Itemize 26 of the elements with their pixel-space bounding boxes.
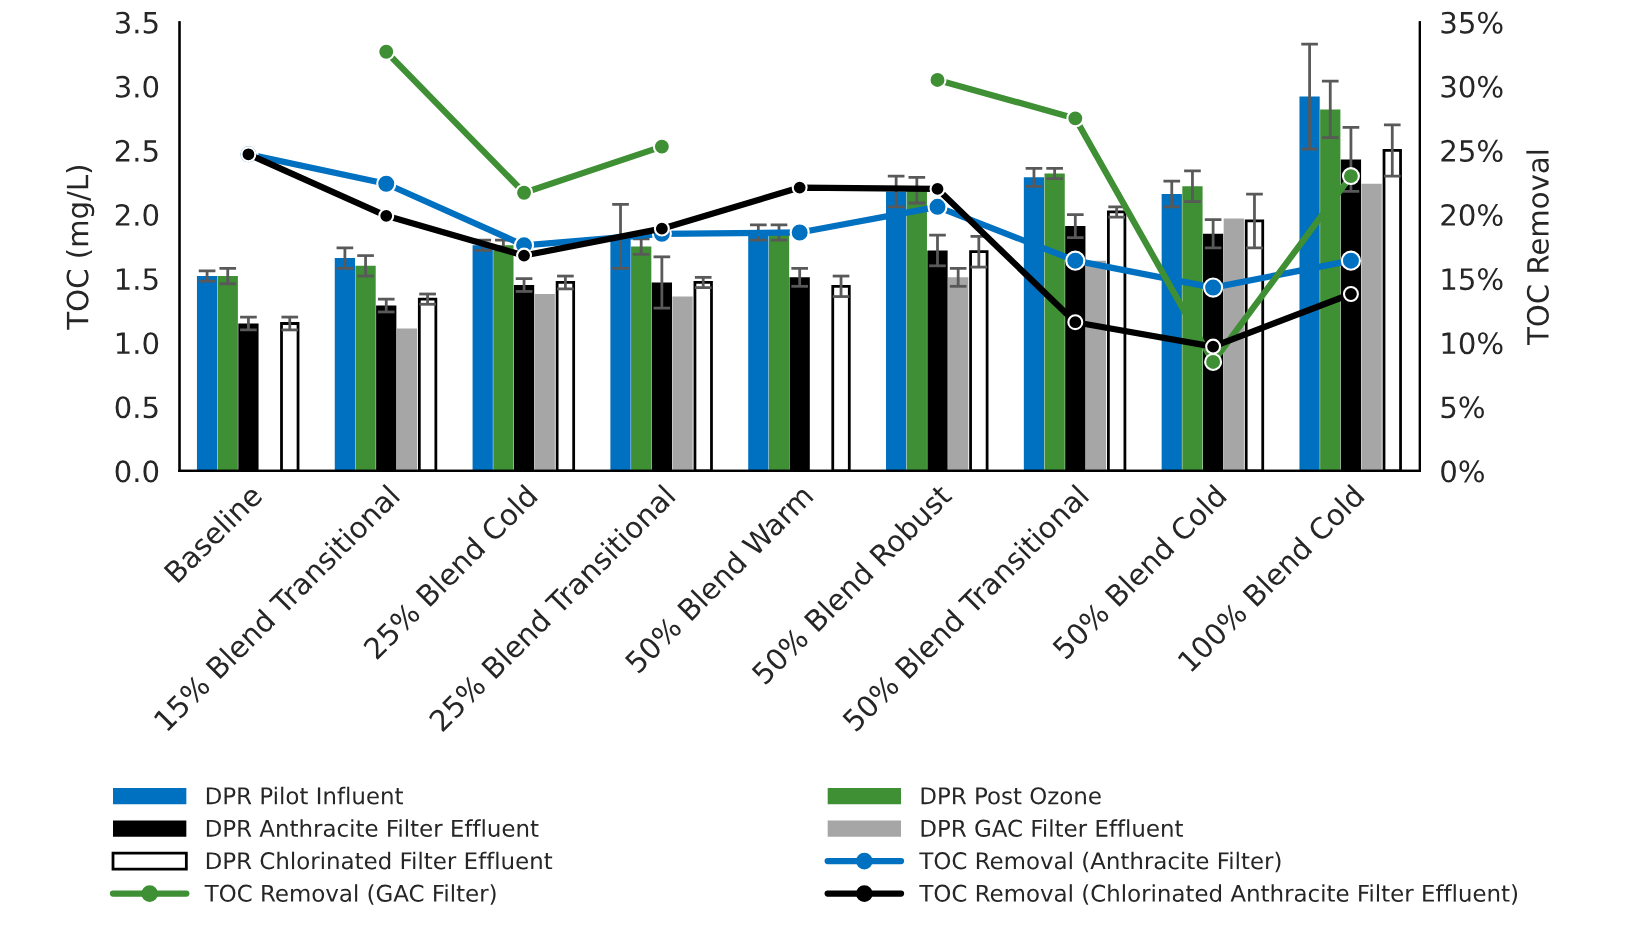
y-tick-label: 0.5 <box>115 396 158 419</box>
y2-tick-label: 5% <box>1441 396 1484 419</box>
y-tick-label: 2.5 <box>115 139 158 162</box>
legend-label: TOC Removal (Chlorinated Anthracite Filter Effluent) <box>919 884 1518 905</box>
y-tick-label: 1.0 <box>116 332 159 355</box>
legend-label: DPR Chlorinated Filter Effluent <box>206 851 553 870</box>
legend-label: TOC Removal (GAC Filter) <box>204 884 496 905</box>
y2-tick-label: 10% <box>1442 332 1503 355</box>
y-axis-title: TOC (mg/L) <box>66 166 95 330</box>
y2-axis-title: TOC Removal <box>1526 150 1549 346</box>
y2-tick-label: 20% <box>1441 203 1503 227</box>
y-tick-label: 2.0 <box>115 203 159 227</box>
legend-label: DPR Pilot Influent <box>206 786 403 805</box>
legend-label: DPR GAC Filter Effluent <box>921 819 1183 837</box>
legend-label: DPR Anthracite Filter Effluent <box>206 819 539 837</box>
y2-tick-label: 30% <box>1441 75 1503 98</box>
legend-label: TOC Removal (Anthracite Filter) <box>919 851 1281 873</box>
legend-label: DPR Post Ozone <box>921 787 1101 805</box>
y-tick-label: 0.0 <box>115 460 159 483</box>
y2-tick-label: 0% <box>1441 460 1484 483</box>
y-tick-label: 3.5 <box>115 11 158 34</box>
y2-tick-label: 25% <box>1441 139 1503 162</box>
y2-tick-label: 15% <box>1442 268 1503 291</box>
y2-tick-label: 35% <box>1441 11 1503 34</box>
y-tick-label: 3.0 <box>115 75 159 98</box>
y-tick-label: 1.5 <box>116 268 158 291</box>
